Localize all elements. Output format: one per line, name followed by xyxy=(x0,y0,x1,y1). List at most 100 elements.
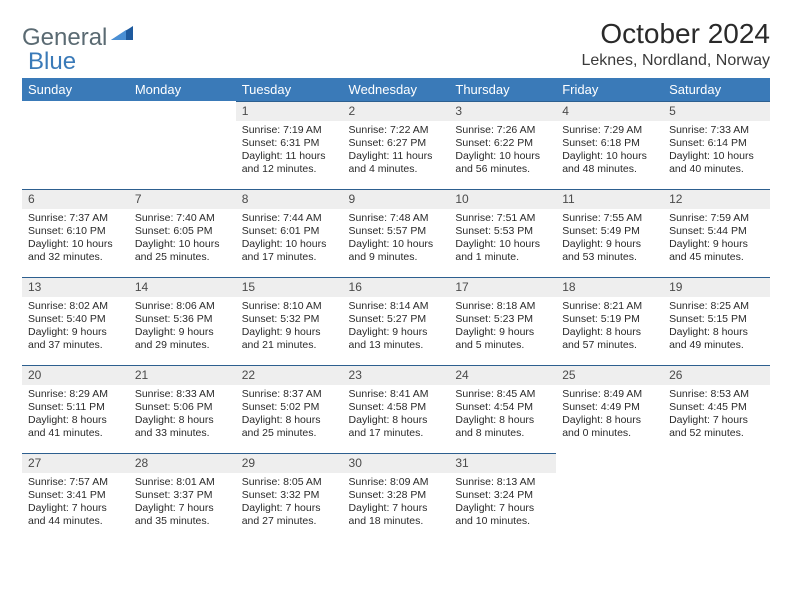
day-body: Sunrise: 7:57 AMSunset: 3:41 PMDaylight:… xyxy=(22,473,129,533)
day-line-ss: Sunset: 3:32 PM xyxy=(242,489,337,502)
day-number: 19 xyxy=(663,277,770,297)
day-line-dl1: Daylight: 10 hours xyxy=(28,238,123,251)
day-line-ss: Sunset: 5:11 PM xyxy=(28,401,123,414)
day-line-dl2: and 4 minutes. xyxy=(349,163,444,176)
day-line-ss: Sunset: 6:01 PM xyxy=(242,225,337,238)
day-line-dl1: Daylight: 10 hours xyxy=(349,238,444,251)
day-line-ss: Sunset: 3:24 PM xyxy=(455,489,550,502)
day-line-dl2: and 1 minute. xyxy=(455,251,550,264)
day-line-dl2: and 21 minutes. xyxy=(242,339,337,352)
day-cell: 28Sunrise: 8:01 AMSunset: 3:37 PMDayligh… xyxy=(129,453,236,533)
day-cell: 6Sunrise: 7:37 AMSunset: 6:10 PMDaylight… xyxy=(22,189,129,269)
day-cell: 11Sunrise: 7:55 AMSunset: 5:49 PMDayligh… xyxy=(556,189,663,269)
day-line-dl1: Daylight: 10 hours xyxy=(669,150,764,163)
weekday-header: Thursday xyxy=(449,78,556,101)
day-number: 30 xyxy=(343,453,450,473)
day-line-dl2: and 12 minutes. xyxy=(242,163,337,176)
day-line-dl2: and 29 minutes. xyxy=(135,339,230,352)
calendar-cell: 29Sunrise: 8:05 AMSunset: 3:32 PMDayligh… xyxy=(236,453,343,541)
day-line-dl1: Daylight: 7 hours xyxy=(455,502,550,515)
day-body: Sunrise: 8:21 AMSunset: 5:19 PMDaylight:… xyxy=(556,297,663,357)
calendar-cell: 12Sunrise: 7:59 AMSunset: 5:44 PMDayligh… xyxy=(663,189,770,277)
day-line-ss: Sunset: 6:27 PM xyxy=(349,137,444,150)
day-line-ss: Sunset: 3:41 PM xyxy=(28,489,123,502)
day-number: 14 xyxy=(129,277,236,297)
day-line-dl1: Daylight: 11 hours xyxy=(349,150,444,163)
day-line-sr: Sunrise: 8:09 AM xyxy=(349,476,444,489)
day-body: Sunrise: 7:37 AMSunset: 6:10 PMDaylight:… xyxy=(22,209,129,269)
day-body: Sunrise: 7:44 AMSunset: 6:01 PMDaylight:… xyxy=(236,209,343,269)
day-number: 29 xyxy=(236,453,343,473)
day-body: Sunrise: 8:01 AMSunset: 3:37 PMDaylight:… xyxy=(129,473,236,533)
day-cell: 10Sunrise: 7:51 AMSunset: 5:53 PMDayligh… xyxy=(449,189,556,269)
day-cell: 19Sunrise: 8:25 AMSunset: 5:15 PMDayligh… xyxy=(663,277,770,357)
day-line-ss: Sunset: 5:57 PM xyxy=(349,225,444,238)
day-number: 12 xyxy=(663,189,770,209)
day-number: 22 xyxy=(236,365,343,385)
day-cell: 2Sunrise: 7:22 AMSunset: 6:27 PMDaylight… xyxy=(343,101,450,181)
calendar-cell xyxy=(22,101,129,189)
day-line-sr: Sunrise: 7:26 AM xyxy=(455,124,550,137)
day-line-sr: Sunrise: 8:13 AM xyxy=(455,476,550,489)
calendar-cell: 30Sunrise: 8:09 AMSunset: 3:28 PMDayligh… xyxy=(343,453,450,541)
day-line-sr: Sunrise: 8:02 AM xyxy=(28,300,123,313)
day-number: 11 xyxy=(556,189,663,209)
calendar-cell: 15Sunrise: 8:10 AMSunset: 5:32 PMDayligh… xyxy=(236,277,343,365)
day-line-ss: Sunset: 5:40 PM xyxy=(28,313,123,326)
day-cell: 24Sunrise: 8:45 AMSunset: 4:54 PMDayligh… xyxy=(449,365,556,445)
day-line-dl2: and 17 minutes. xyxy=(349,427,444,440)
day-body: Sunrise: 8:33 AMSunset: 5:06 PMDaylight:… xyxy=(129,385,236,445)
calendar-cell: 6Sunrise: 7:37 AMSunset: 6:10 PMDaylight… xyxy=(22,189,129,277)
logo-text-blue: Blue xyxy=(28,48,76,75)
day-line-dl2: and 37 minutes. xyxy=(28,339,123,352)
day-line-sr: Sunrise: 8:33 AM xyxy=(135,388,230,401)
day-line-ss: Sunset: 5:44 PM xyxy=(669,225,764,238)
day-number: 3 xyxy=(449,101,556,121)
calendar-cell: 10Sunrise: 7:51 AMSunset: 5:53 PMDayligh… xyxy=(449,189,556,277)
day-line-sr: Sunrise: 7:33 AM xyxy=(669,124,764,137)
calendar-cell: 9Sunrise: 7:48 AMSunset: 5:57 PMDaylight… xyxy=(343,189,450,277)
day-cell: 17Sunrise: 8:18 AMSunset: 5:23 PMDayligh… xyxy=(449,277,556,357)
weekday-header: Saturday xyxy=(663,78,770,101)
calendar-cell: 4Sunrise: 7:29 AMSunset: 6:18 PMDaylight… xyxy=(556,101,663,189)
day-line-sr: Sunrise: 8:49 AM xyxy=(562,388,657,401)
day-cell: 5Sunrise: 7:33 AMSunset: 6:14 PMDaylight… xyxy=(663,101,770,181)
day-body: Sunrise: 8:41 AMSunset: 4:58 PMDaylight:… xyxy=(343,385,450,445)
day-line-sr: Sunrise: 7:48 AM xyxy=(349,212,444,225)
logo: General xyxy=(22,18,135,52)
day-number: 24 xyxy=(449,365,556,385)
day-body: Sunrise: 8:05 AMSunset: 3:32 PMDaylight:… xyxy=(236,473,343,533)
day-line-ss: Sunset: 6:18 PM xyxy=(562,137,657,150)
day-cell: 4Sunrise: 7:29 AMSunset: 6:18 PMDaylight… xyxy=(556,101,663,181)
day-line-sr: Sunrise: 7:37 AM xyxy=(28,212,123,225)
day-line-sr: Sunrise: 8:05 AM xyxy=(242,476,337,489)
day-line-ss: Sunset: 5:19 PM xyxy=(562,313,657,326)
day-body: Sunrise: 8:18 AMSunset: 5:23 PMDaylight:… xyxy=(449,297,556,357)
calendar-head: SundayMondayTuesdayWednesdayThursdayFrid… xyxy=(22,78,770,101)
logo-blue-text-wrap: Blue xyxy=(28,48,76,76)
day-line-dl1: Daylight: 10 hours xyxy=(562,150,657,163)
day-line-dl2: and 32 minutes. xyxy=(28,251,123,264)
calendar-week-row: 13Sunrise: 8:02 AMSunset: 5:40 PMDayligh… xyxy=(22,277,770,365)
day-line-dl2: and 35 minutes. xyxy=(135,515,230,528)
day-body: Sunrise: 7:51 AMSunset: 5:53 PMDaylight:… xyxy=(449,209,556,269)
day-number: 18 xyxy=(556,277,663,297)
day-line-dl2: and 8 minutes. xyxy=(455,427,550,440)
day-number: 31 xyxy=(449,453,556,473)
calendar-cell: 16Sunrise: 8:14 AMSunset: 5:27 PMDayligh… xyxy=(343,277,450,365)
day-line-dl1: Daylight: 9 hours xyxy=(28,326,123,339)
calendar-table: SundayMondayTuesdayWednesdayThursdayFrid… xyxy=(22,78,770,541)
day-number: 10 xyxy=(449,189,556,209)
day-line-ss: Sunset: 3:28 PM xyxy=(349,489,444,502)
day-body: Sunrise: 8:45 AMSunset: 4:54 PMDaylight:… xyxy=(449,385,556,445)
calendar-cell: 3Sunrise: 7:26 AMSunset: 6:22 PMDaylight… xyxy=(449,101,556,189)
calendar-cell: 13Sunrise: 8:02 AMSunset: 5:40 PMDayligh… xyxy=(22,277,129,365)
weekday-header: Sunday xyxy=(22,78,129,101)
day-body: Sunrise: 8:13 AMSunset: 3:24 PMDaylight:… xyxy=(449,473,556,533)
day-number: 20 xyxy=(22,365,129,385)
day-cell: 23Sunrise: 8:41 AMSunset: 4:58 PMDayligh… xyxy=(343,365,450,445)
day-number: 15 xyxy=(236,277,343,297)
day-body: Sunrise: 7:29 AMSunset: 6:18 PMDaylight:… xyxy=(556,121,663,181)
calendar-cell: 18Sunrise: 8:21 AMSunset: 5:19 PMDayligh… xyxy=(556,277,663,365)
calendar-cell: 22Sunrise: 8:37 AMSunset: 5:02 PMDayligh… xyxy=(236,365,343,453)
